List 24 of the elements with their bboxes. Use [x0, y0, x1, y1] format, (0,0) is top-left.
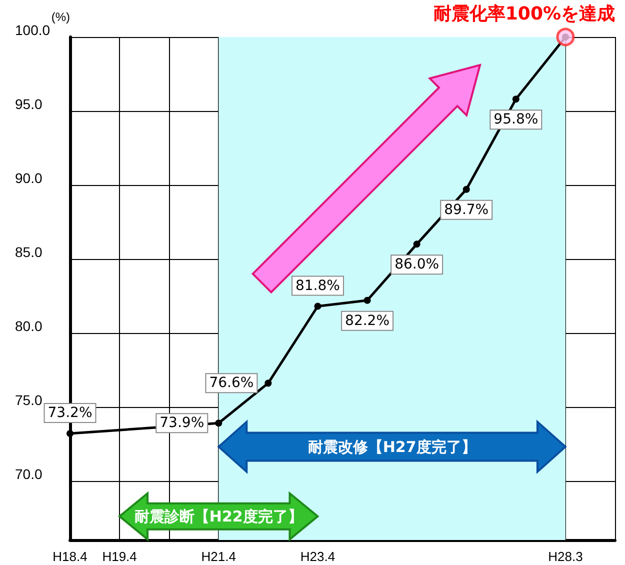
x-tick-label: H19.4: [102, 549, 137, 564]
chart-title: 耐震化率100%を達成: [433, 4, 615, 24]
x-tick-label: H28.3: [548, 549, 583, 564]
data-label: 81.8%: [295, 278, 340, 294]
y-tick-label: 80.0: [15, 318, 42, 334]
data-label: 95.8%: [494, 112, 538, 128]
data-label: 86.0%: [394, 256, 440, 273]
data-label: 73.2%: [48, 404, 92, 421]
y-tick-label: 70.0: [15, 466, 42, 482]
data-label: 89.7%: [444, 202, 489, 218]
y-tick-label: 95.0: [15, 96, 42, 112]
y-tick-label: 75.0: [15, 392, 42, 408]
y-axis-title: (%): [51, 10, 70, 24]
x-tick-label: H21.4: [201, 549, 236, 564]
y-tick-label: 85.0: [15, 244, 42, 260]
data-label: 76.6%: [209, 375, 254, 392]
annotation: 耐震診断【H22度完了】: [134, 507, 303, 526]
annotation: 耐震改修【H27度完了】: [308, 438, 476, 456]
y-tick-label: 100.0: [15, 22, 50, 38]
data-label: 73.9%: [160, 415, 204, 432]
y-tick-label: 90.0: [15, 170, 42, 186]
x-tick-label: H23.4: [300, 549, 336, 564]
data-label: 82.2%: [345, 312, 390, 329]
x-tick-label: H18.4: [52, 549, 88, 564]
